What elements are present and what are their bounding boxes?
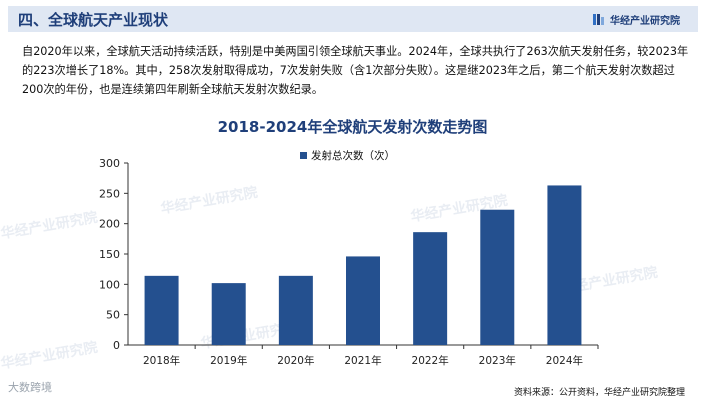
bar — [480, 209, 515, 345]
bar — [547, 185, 582, 345]
section-header: 四、全球航天产业现状 华经产业研究院 — [8, 6, 698, 32]
brand-name: 华经产业研究院 — [610, 16, 680, 27]
y-tick-label: 150 — [99, 248, 120, 261]
y-tick-label: 250 — [99, 187, 120, 200]
brand: 华经产业研究院 — [593, 12, 680, 27]
y-tick-label: 300 — [99, 157, 120, 170]
x-tick-label: 2019年 — [210, 354, 247, 367]
chart-legend: 发射总次数（次） — [300, 148, 395, 163]
bar — [413, 232, 448, 345]
intro-paragraph: 自2020年以来，全球航天活动持续活跃，特别是中美两国引领全球航天事业。2024… — [22, 45, 689, 96]
bar — [278, 275, 313, 345]
x-tick-label: 2018年 — [143, 354, 180, 367]
bar — [346, 256, 380, 345]
y-tick-label: 200 — [99, 218, 120, 231]
legend-swatch — [300, 152, 307, 159]
x-tick-label: 2023年 — [479, 354, 516, 367]
brand-logo-icon — [593, 14, 604, 25]
y-tick-label: 50 — [106, 309, 120, 322]
x-tick-label: 2020年 — [277, 354, 314, 367]
bar — [144, 275, 179, 345]
chart-title: 2018-2024年全球航天发射次数走势图 — [217, 118, 488, 136]
x-tick-label: 2022年 — [412, 354, 449, 367]
y-tick-label: 100 — [99, 278, 120, 291]
corner-mark: 大数跨境 — [8, 381, 52, 394]
section-title: 四、全球航天产业现状 — [18, 11, 169, 29]
y-tick-label: 0 — [113, 339, 120, 352]
legend-label: 发射总次数（次） — [311, 150, 395, 162]
source-note: 资料来源：公开资料，华经产业研究院整理 — [513, 388, 685, 398]
bar — [211, 283, 246, 345]
x-tick-label: 2024年 — [546, 354, 583, 367]
x-tick-label: 2021年 — [344, 354, 381, 367]
